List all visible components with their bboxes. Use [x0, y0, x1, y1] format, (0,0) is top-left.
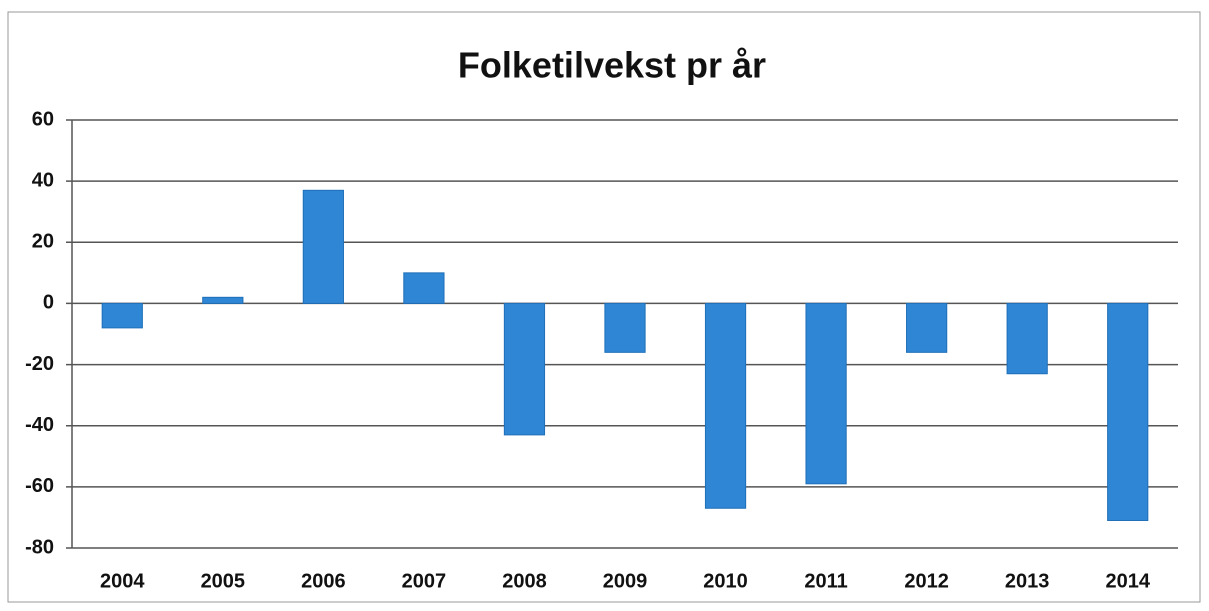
bar: [604, 302, 646, 353]
x-tick-label: 2014: [1105, 570, 1150, 592]
x-tick-label: 2005: [201, 570, 246, 592]
bar: [302, 189, 344, 304]
x-tick-label: 2008: [502, 570, 547, 592]
y-tick-label: 40: [32, 169, 54, 191]
bar: [1006, 302, 1048, 375]
y-tick-label: -40: [25, 414, 54, 436]
y-tick-label: 0: [43, 292, 54, 314]
x-tick-label: 2004: [100, 570, 145, 592]
y-tick-label: 60: [32, 108, 54, 130]
bar: [403, 272, 445, 304]
y-tick-label: 20: [32, 231, 54, 253]
y-tick-label: -60: [25, 475, 54, 497]
chart-frame: [7, 11, 1201, 603]
x-tick-label: 2010: [703, 570, 748, 592]
x-tick-label: 2013: [1005, 570, 1050, 592]
y-tick-label: -20: [25, 353, 54, 375]
bar: [704, 302, 747, 509]
x-tick-label: 2011: [804, 570, 847, 592]
bar: [805, 302, 847, 485]
bar: [101, 302, 143, 329]
y-tick-label: -80: [25, 536, 54, 558]
x-tick-label: 2006: [301, 570, 346, 592]
x-tick-label: 2012: [904, 570, 949, 592]
bar: [1107, 302, 1149, 521]
bar: [906, 302, 948, 353]
chart-title: Folketilvekst pr år: [458, 45, 766, 86]
bar: [202, 296, 244, 304]
x-tick-label: 2007: [402, 570, 447, 592]
bar: [503, 302, 546, 436]
x-tick-label: 2009: [603, 570, 648, 592]
